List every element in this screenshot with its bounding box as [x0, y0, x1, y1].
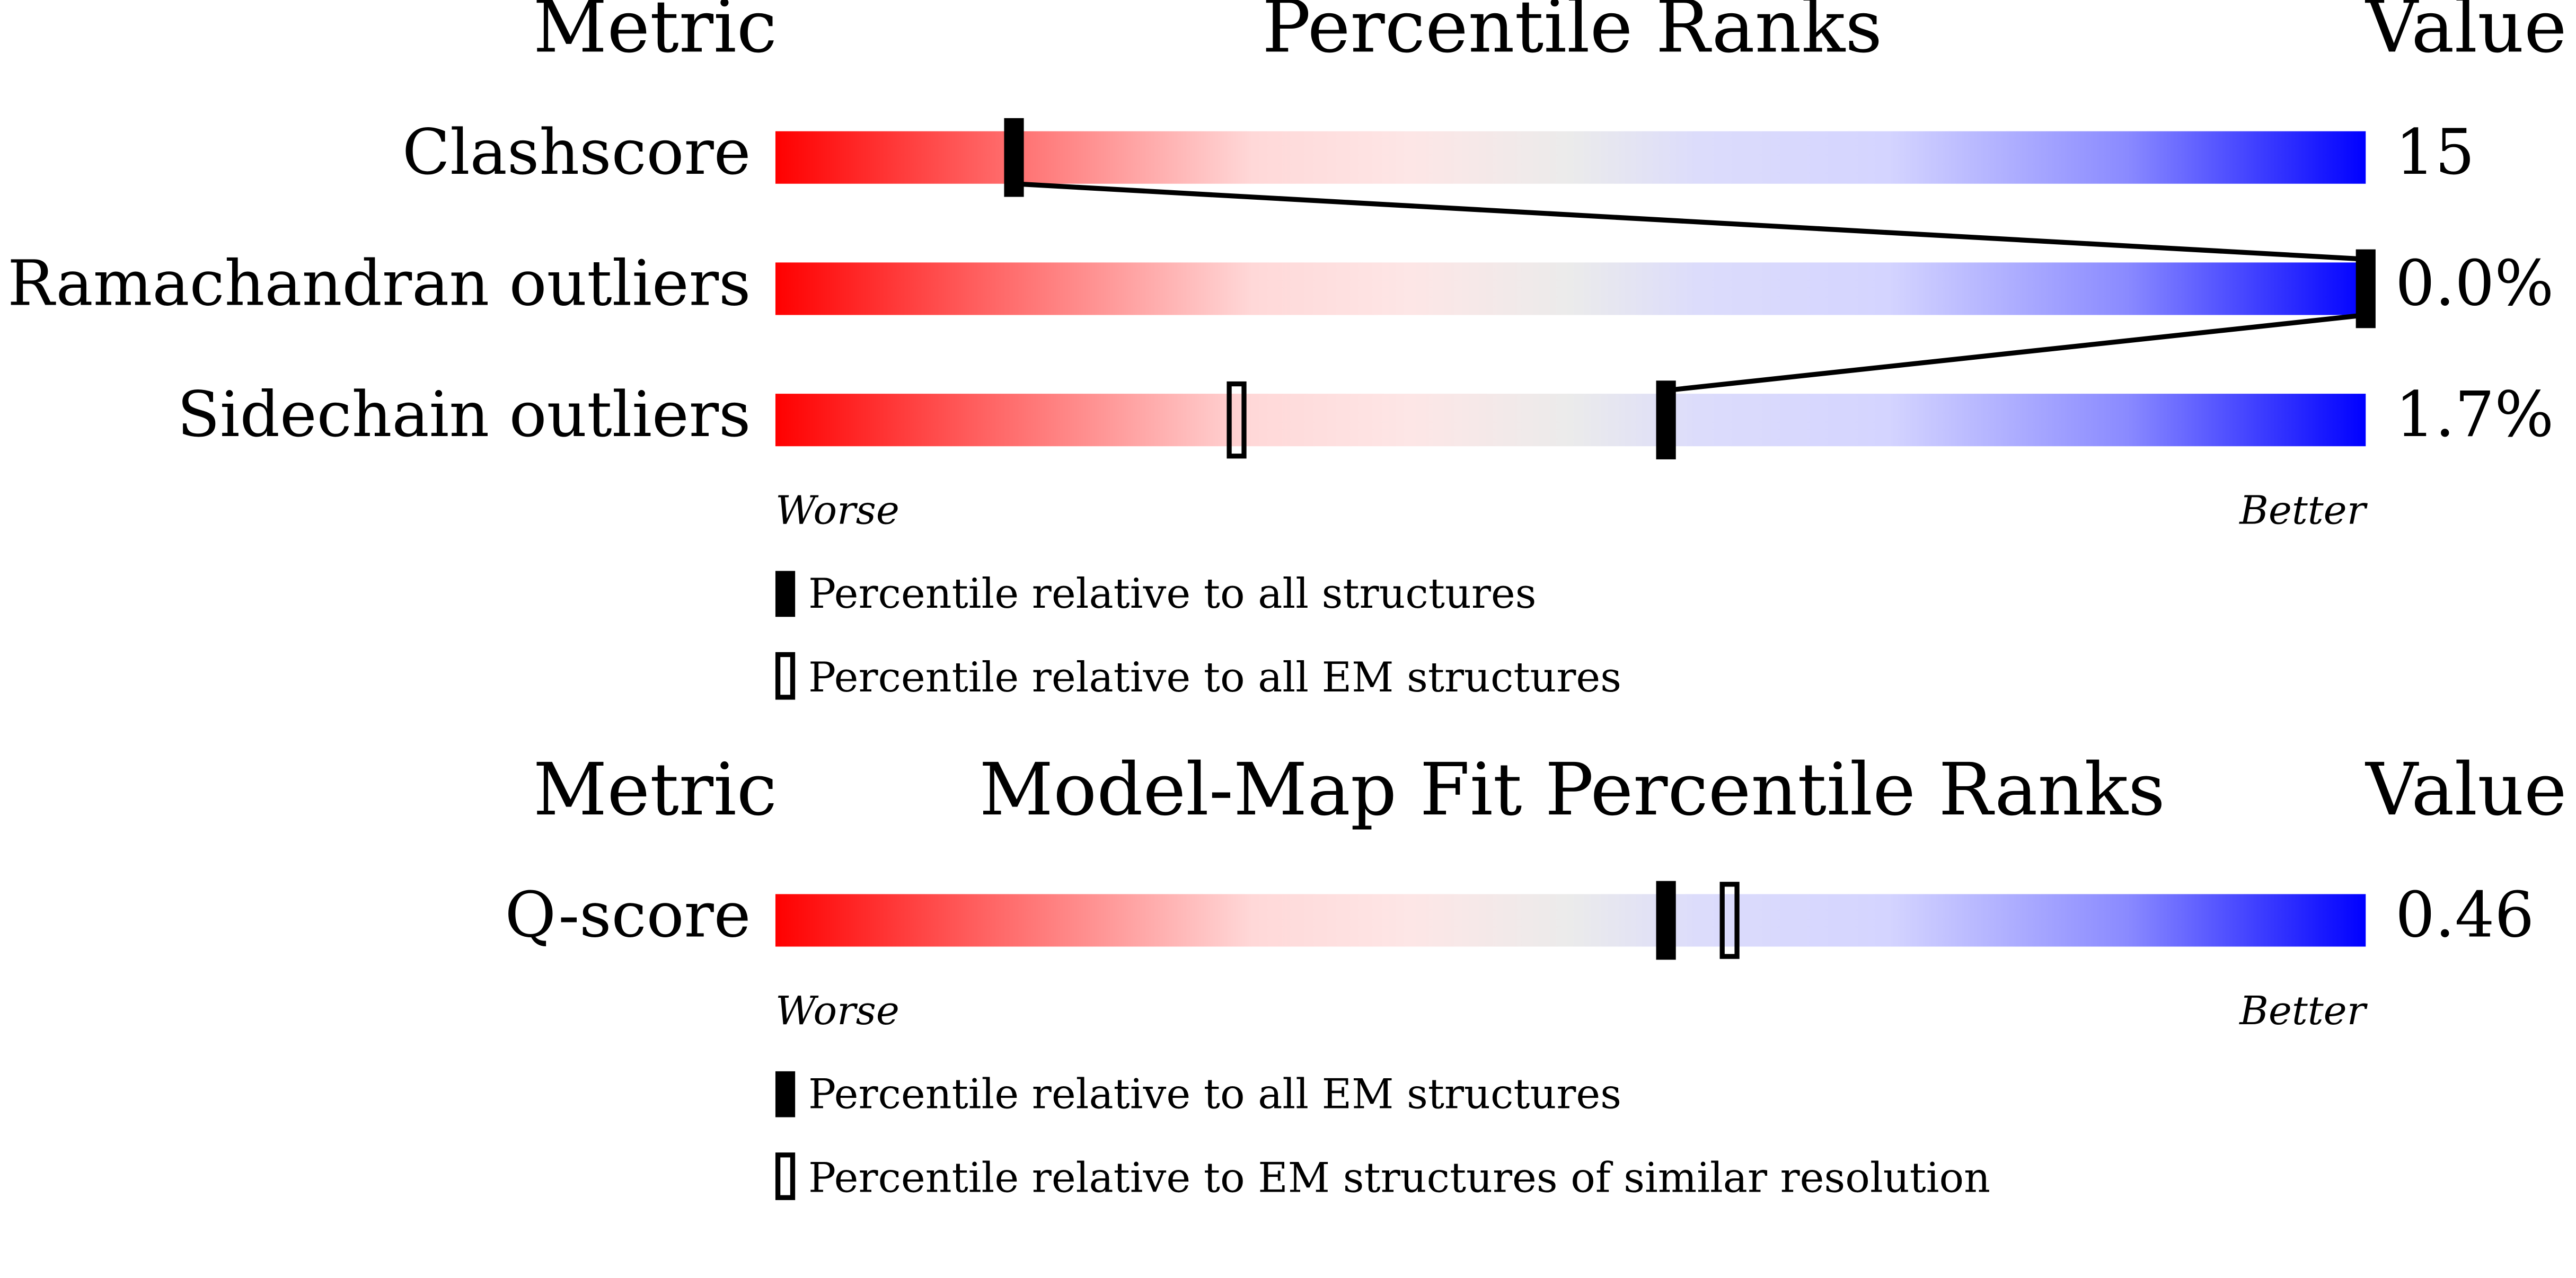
marker-subset [1227, 381, 1247, 459]
scale-low: Worse [775, 988, 899, 1034]
scale-high: Better [2238, 988, 2368, 1034]
connector [1665, 312, 2366, 393]
legend-filled-swatch [775, 571, 796, 617]
header-value: Value [2365, 0, 2566, 69]
metric-label: Clashscore [402, 116, 751, 189]
legend-filled-swatch [775, 1071, 796, 1117]
legend-hollow-swatch [775, 652, 796, 700]
legend-hollow: Percentile relative to EM structures of … [808, 1154, 1990, 1202]
legend-filled: Percentile relative to all structures [808, 570, 1537, 618]
header-title: Model-Map Fit Percentile Ranks [979, 748, 2165, 832]
connector [1013, 181, 2366, 262]
rank-bar [775, 894, 2366, 947]
header-title: Percentile Ranks [1262, 0, 1882, 69]
marker-all [1656, 380, 1676, 459]
metric-label: Sidechain outliers [177, 378, 751, 451]
rank-bar [775, 394, 2366, 447]
legend-hollow-swatch [775, 1152, 796, 1200]
metric-value: 0.46 [2395, 879, 2534, 952]
metric-value: 1.7% [2395, 378, 2554, 451]
marker-all [1656, 881, 1676, 960]
header-value: Value [2365, 748, 2566, 832]
header-metric: Metric [533, 748, 777, 832]
scale-low: Worse [775, 487, 899, 534]
marker-subset [1719, 882, 1740, 959]
legend-filled: Percentile relative to all EM structures [808, 1070, 1621, 1118]
rank-bar [775, 131, 2366, 184]
scale-high: Better [2238, 487, 2368, 534]
metric-value: 0.0% [2395, 247, 2554, 320]
legend-hollow: Percentile relative to all EM structures [808, 654, 1621, 702]
metric-value: 15 [2395, 116, 2475, 189]
rank-bar [775, 262, 2366, 315]
metric-label: Ramachandran outliers [7, 247, 751, 320]
header-metric: Metric [533, 0, 777, 69]
metric-label: Q-score [505, 879, 751, 952]
